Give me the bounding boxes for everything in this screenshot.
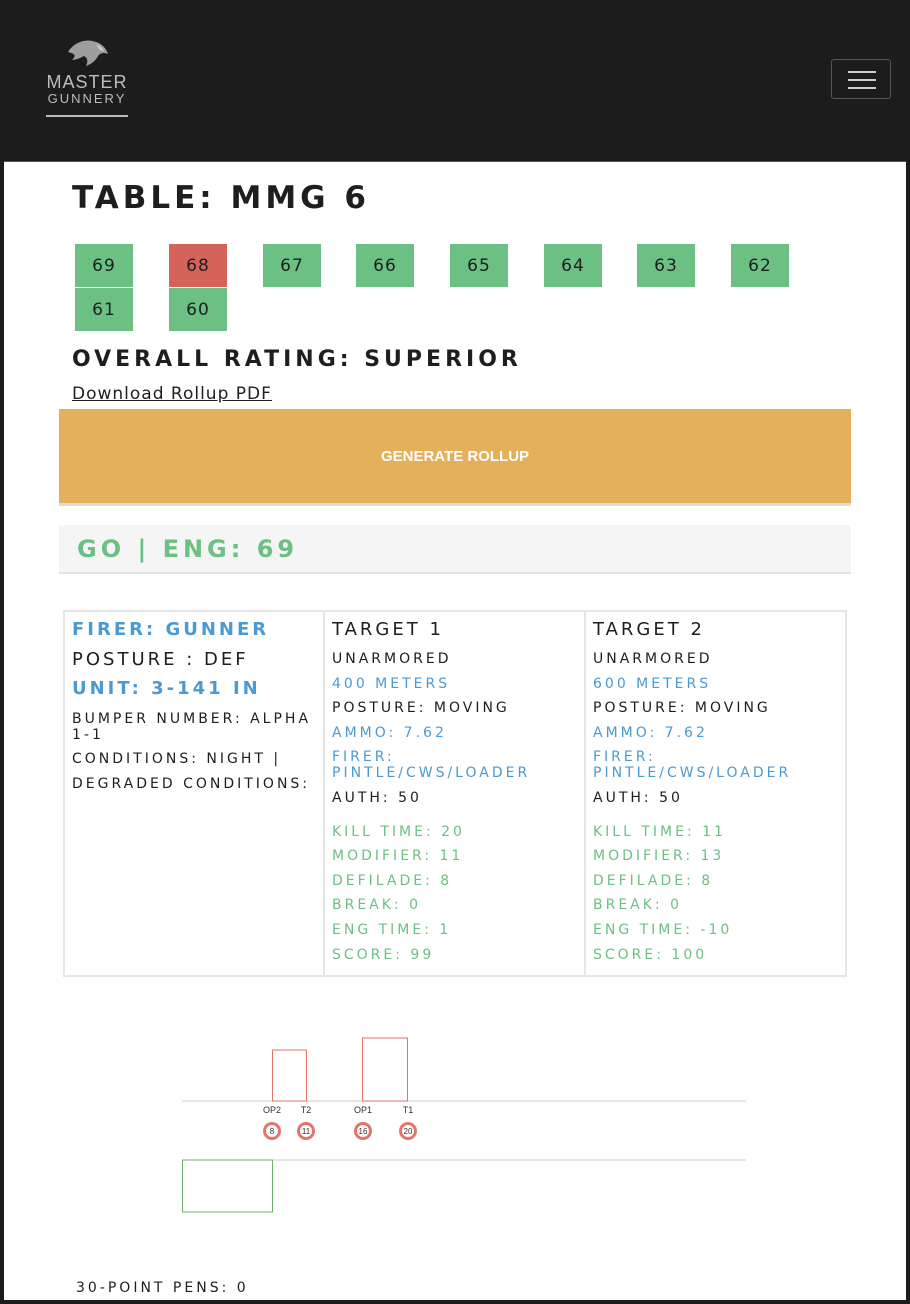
target-2-exposure-bar <box>272 1049 307 1102</box>
marker-time-op1: 16 <box>359 1127 368 1136</box>
target-title: TARGET 1 <box>332 619 444 640</box>
target-eng-time: ENG TIME: -10 <box>593 922 733 938</box>
degraded-conditions: DEGRADED CONDITIONS: <box>72 776 311 792</box>
target-range: 600 METERS <box>593 676 712 692</box>
target-posture: POSTURE: MOVING <box>593 700 771 716</box>
bumper-number: BUMPER NUMBER: ALPHA 1-1 <box>72 711 312 743</box>
posture-label: POSTURE : DEF <box>72 649 249 670</box>
target-2-column: TARGET 2 UNARMORED 600 METERS POSTURE: M… <box>584 610 847 977</box>
top-navbar: MASTER GUNNERY <box>4 0 906 162</box>
marker-time-op2: 8 <box>270 1127 275 1136</box>
marker-circle-op2 <box>263 1122 281 1140</box>
target-ammo: AMMO: 7.62 <box>593 725 708 741</box>
marker-circle-op1 <box>354 1122 372 1140</box>
target-auth: AUTH: 50 <box>593 790 683 806</box>
target-modifier: MODIFIER: 13 <box>593 848 725 864</box>
target-break: BREAK: 0 <box>593 897 683 913</box>
conditions: CONDITIONS: NIGHT | <box>72 751 282 767</box>
logo-text-gunnery: GUNNERY <box>47 91 127 106</box>
engagement-chip-65[interactable]: 65 <box>450 244 508 287</box>
hamburger-menu-icon <box>848 71 876 73</box>
timeline-markers: OP2 8 T2 11 OP1 16 T1 20 <box>263 1105 417 1140</box>
marker-time-t2: 11 <box>302 1127 311 1136</box>
engagement-result-text: GO | ENG: 69 <box>77 535 299 563</box>
firer-label: FIRER: GUNNER <box>72 619 270 640</box>
firer-column: FIRER: GUNNER POSTURE : DEF UNIT: 3-141 … <box>63 610 325 977</box>
target-defilade: DEFILADE: 8 <box>332 873 453 889</box>
engagement-details: FIRER: GUNNER POSTURE : DEF UNIT: 3-141 … <box>63 610 847 977</box>
eagle-icon <box>68 40 108 66</box>
marker-circle-t1 <box>399 1122 417 1140</box>
marker-label-t1: T1 <box>403 1105 414 1115</box>
overall-rating: OVERALL RATING: SUPERIOR <box>72 347 522 372</box>
firer-activity-bar <box>182 1159 273 1213</box>
engagement-chip-62[interactable]: 62 <box>731 244 789 287</box>
target-posture: POSTURE: MOVING <box>332 700 510 716</box>
marker-label-op1: OP1 <box>354 1105 372 1115</box>
target-range: 400 METERS <box>332 676 451 692</box>
target-score: SCORE: 99 <box>332 947 435 963</box>
download-rollup-link[interactable]: Download Rollup PDF <box>72 384 272 404</box>
master-gunnery-logo[interactable]: MASTER GUNNERY <box>44 38 132 120</box>
engagement-chip-64[interactable]: 64 <box>544 244 602 287</box>
engagement-chip-68[interactable]: 68 <box>169 244 227 287</box>
target-eng-time: ENG TIME: 1 <box>332 922 452 938</box>
engagement-chip-66[interactable]: 66 <box>356 244 414 287</box>
engagement-timeline: OP2 8 T2 11 OP1 16 T1 20 <box>182 1037 746 1213</box>
target-title: TARGET 2 <box>593 619 705 640</box>
engagement-chip-67[interactable]: 67 <box>263 244 321 287</box>
marker-circle-t2 <box>297 1122 315 1140</box>
target-firer: FIRER: PINTLE/CWS/LOADER <box>593 749 792 781</box>
page: MASTER GUNNERY TABLE: MMG 6 69 68 67 66 65 64… <box>4 0 906 1300</box>
engagement-chip-69[interactable]: 69 <box>75 244 133 287</box>
marker-time-t1: 20 <box>404 1127 413 1136</box>
engagement-chip-61[interactable]: 61 <box>75 288 133 331</box>
menu-toggle-button[interactable] <box>831 59 891 99</box>
target-kill-time: KILL TIME: 20 <box>332 824 465 840</box>
target-modifier: MODIFIER: 11 <box>332 848 464 864</box>
marker-label-t2: T2 <box>301 1105 312 1115</box>
page-title: TABLE: MMG 6 <box>72 180 370 216</box>
target-break: BREAK: 0 <box>332 897 422 913</box>
target-armor: UNARMORED <box>593 651 713 667</box>
thirty-point-pens: 30-POINT PENS: 0 <box>76 1280 249 1296</box>
engagement-header: GO | ENG: 69 <box>59 525 851 574</box>
target-ammo: AMMO: 7.62 <box>332 725 447 741</box>
target-1-column: TARGET 1 UNARMORED 400 METERS POSTURE: M… <box>323 610 586 977</box>
logo-text-master: MASTER <box>46 72 128 92</box>
target-firer: FIRER: PINTLE/CWS/LOADER <box>332 749 531 781</box>
hamburger-menu-icon <box>848 79 876 81</box>
target-1-exposure-bar <box>362 1037 408 1102</box>
target-defilade: DEFILADE: 8 <box>593 873 714 889</box>
engagement-chip-63[interactable]: 63 <box>637 244 695 287</box>
engagement-chip-60[interactable]: 60 <box>169 288 227 331</box>
target-auth: AUTH: 50 <box>332 790 422 806</box>
generate-rollup-button[interactable]: GENERATE ROLLUP <box>59 409 851 506</box>
hamburger-menu-icon <box>848 87 876 89</box>
target-score: SCORE: 100 <box>593 947 708 963</box>
target-armor: UNARMORED <box>332 651 452 667</box>
target-kill-time: KILL TIME: 11 <box>593 824 726 840</box>
unit-label: UNIT: 3-141 IN <box>72 678 261 699</box>
marker-label-op2: OP2 <box>263 1105 281 1115</box>
engagement-grid: 69 68 67 66 65 64 63 62 61 60 <box>75 244 835 334</box>
logo-underline <box>46 115 128 117</box>
